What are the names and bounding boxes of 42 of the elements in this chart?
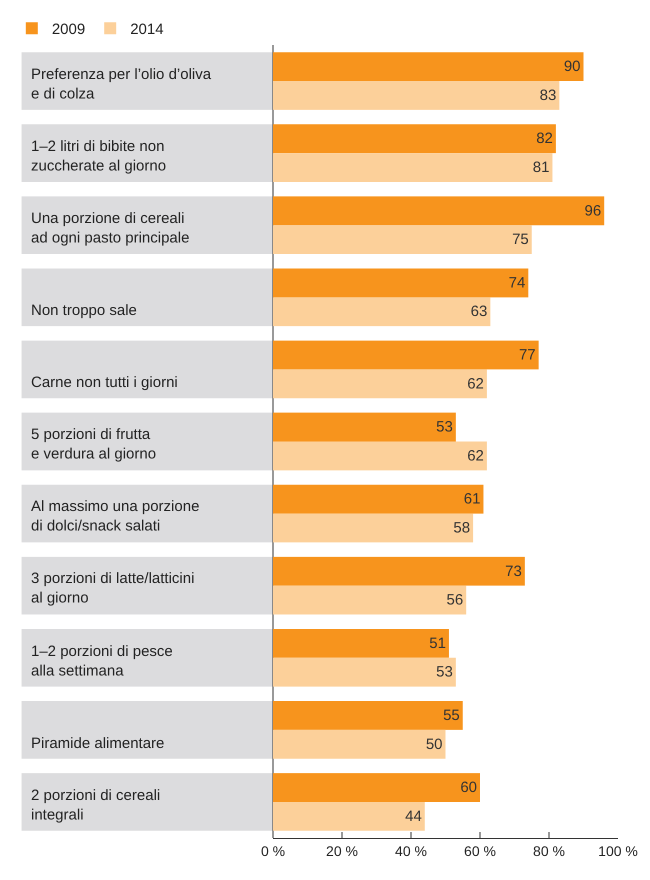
data-label: 55 xyxy=(443,706,460,724)
y-tick-label: 1–2 porzioni di pesce alla settimana xyxy=(31,643,173,680)
data-label: 82 xyxy=(536,130,553,148)
y-tick-label: 2 porzioni di cereali integrali xyxy=(31,787,160,824)
data-label: 62 xyxy=(467,375,484,392)
x-tick-label: 80 % xyxy=(533,842,565,859)
bar xyxy=(273,802,425,831)
data-label: 61 xyxy=(464,490,480,508)
x-tick-label: 0 % xyxy=(260,842,286,859)
x-tick-label: 100 % xyxy=(598,842,638,859)
data-label: 90 xyxy=(564,58,580,76)
data-label: 75 xyxy=(512,231,529,248)
x-tick-label: 20 % xyxy=(326,842,358,859)
data-label: 96 xyxy=(584,202,602,220)
x-tick-label: 60 % xyxy=(464,842,496,859)
data-label: 73 xyxy=(505,562,522,580)
y-tick-label: Carne non tutti i giorni xyxy=(31,374,178,391)
data-label: 60 xyxy=(460,779,477,796)
data-label: 81 xyxy=(532,159,550,176)
y-tick-label: 3 porzioni di latte/latticini al giorno xyxy=(31,570,194,606)
data-label: 53 xyxy=(436,664,453,681)
x-tick-label: 40 % xyxy=(395,842,427,859)
legend-label: 2014 xyxy=(130,21,164,38)
data-label: 63 xyxy=(470,303,488,320)
data-label: 44 xyxy=(405,808,422,825)
data-label: 56 xyxy=(446,592,464,609)
y-tick-label: Preferenza per l’olio d’oliva e di colza xyxy=(31,66,212,102)
y-tick-label: 5 porzioni di frutta e verdura al giorno xyxy=(31,426,156,462)
y-tick-label: Piramide alimentare xyxy=(31,735,164,752)
data-label: 83 xyxy=(540,86,556,104)
legend-label: 2009 xyxy=(52,21,86,38)
data-label: 53 xyxy=(436,418,453,436)
data-label: 77 xyxy=(518,346,536,364)
y-tick-label: Al massimo una porzione di dolci/snack salati xyxy=(31,498,200,534)
data-label: 50 xyxy=(426,736,442,753)
y-tick-label: Una porzione di cereali ad ogni pasto principale xyxy=(31,210,190,246)
data-label: 51 xyxy=(429,634,446,652)
y-tick-label: Non troppo sale xyxy=(31,302,137,319)
data-label: 74 xyxy=(508,274,526,292)
data-label: 58 xyxy=(453,520,470,537)
y-tick-label: 1–2 litri di bibite non zuccherate al giorno xyxy=(31,138,166,174)
data-label: 62 xyxy=(467,447,484,464)
